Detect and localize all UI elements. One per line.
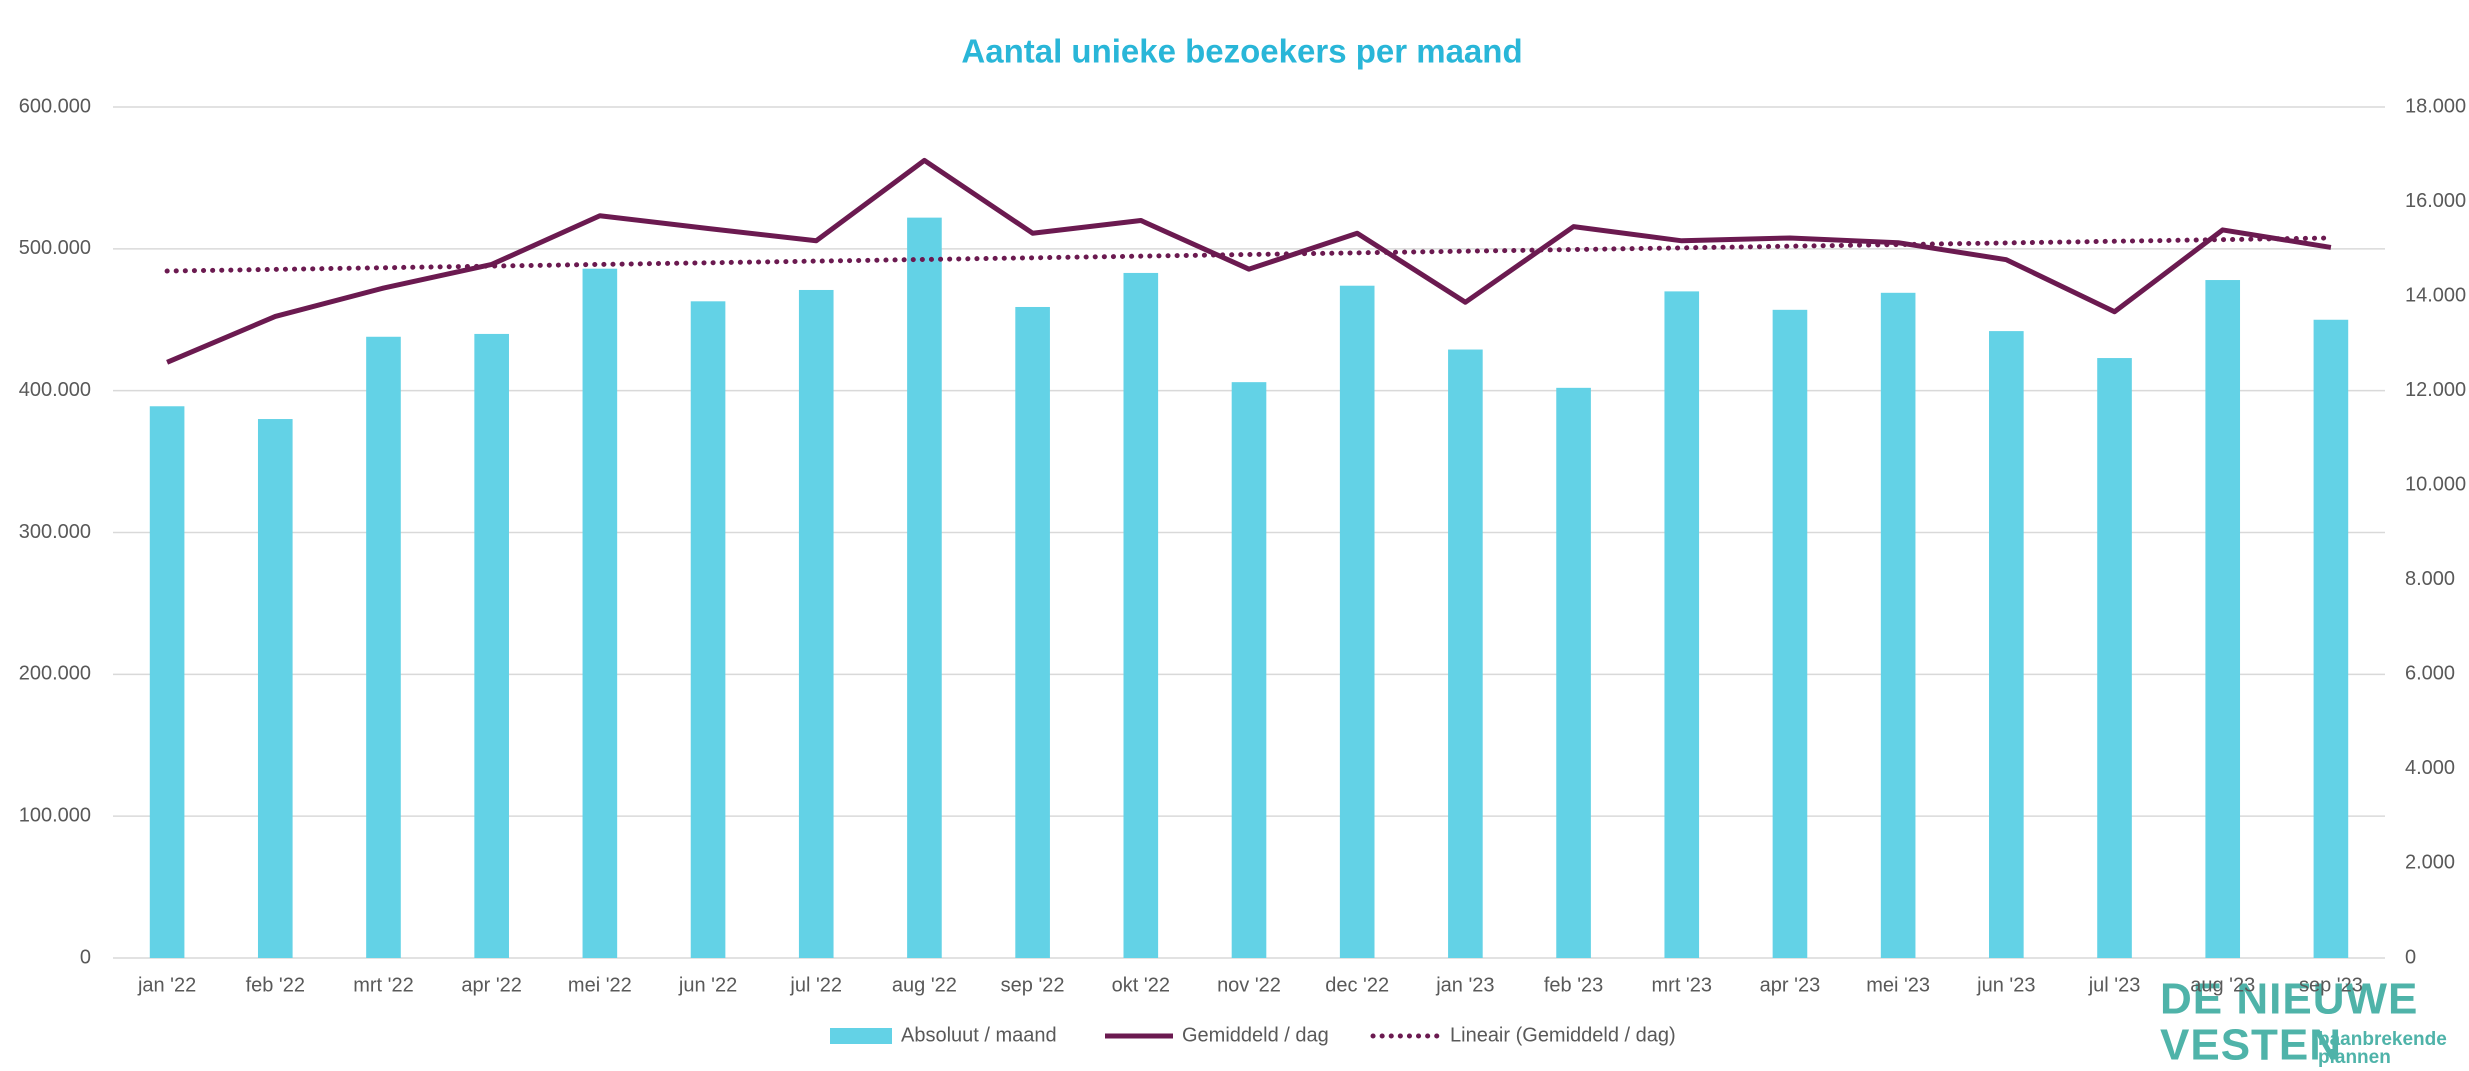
bar	[1556, 387, 1591, 959]
bar	[1664, 291, 1700, 959]
y-tick-label: 200.000	[19, 663, 91, 685]
x-tick-label: jan '23	[1435, 974, 1494, 996]
y-tick-label: 100.000	[19, 804, 91, 826]
trend-line	[164, 235, 2334, 274]
x-tick-label: apr '23	[1760, 974, 1821, 996]
legend-label: Lineair (Gemiddeld / dag)	[1450, 1024, 1676, 1046]
bar	[1123, 272, 1159, 958]
y2-tick-label: 0	[2405, 946, 2416, 968]
x-tick-label: feb '23	[1544, 974, 1603, 996]
y2-tick-label: 14.000	[2405, 284, 2466, 306]
x-tick-label: jun '22	[678, 974, 737, 996]
bar	[1989, 331, 2024, 958]
bar	[2097, 358, 2132, 958]
x-tick-label: jul '23	[2088, 974, 2141, 996]
y2-tick-label: 12.000	[2405, 379, 2466, 401]
x-tick-label: mei '22	[568, 974, 632, 996]
bar	[1880, 292, 1916, 959]
x-tick-label: mrt '23	[1652, 974, 1713, 996]
y2-tick-label: 10.000	[2405, 474, 2466, 496]
chart-title: Aantal unieke bezoekers per maand	[961, 33, 1522, 70]
bar	[2205, 280, 2241, 959]
bar	[1339, 285, 1375, 959]
y2-tick-label: 18.000	[2405, 95, 2466, 117]
x-tick-label: mrt '22	[353, 974, 414, 996]
x-tick-label: dec '22	[1325, 974, 1389, 996]
x-tick-label: sep '22	[1001, 974, 1065, 996]
logo-text: DE NIEUWE	[2160, 975, 2418, 1024]
y2-tick-label: 16.000	[2405, 190, 2466, 212]
bar	[474, 333, 509, 958]
x-tick-label: nov '22	[1217, 974, 1281, 996]
y-tick-label: 0	[80, 946, 91, 968]
x-tick-label: aug '23	[2190, 974, 2255, 996]
bar	[1448, 349, 1483, 958]
bar	[690, 301, 726, 959]
y-tick-label: 400.000	[19, 379, 91, 401]
x-tick-label: feb '22	[246, 974, 305, 996]
x-tick-label: apr '22	[461, 974, 522, 996]
y-tick-label: 600.000	[19, 95, 91, 117]
x-tick-label: aug '22	[892, 974, 957, 996]
x-tick-label: okt '22	[1112, 974, 1170, 996]
x-tick-label: jul '22	[789, 974, 842, 996]
bar	[1772, 309, 1808, 958]
x-tick-label: mei '23	[1866, 974, 1930, 996]
y2-tick-label: 8.000	[2405, 568, 2455, 590]
logo: DE NIEUWE VESTEN baanbrekende plannen	[2160, 975, 2447, 1070]
y-tick-label: 300.000	[19, 521, 91, 543]
y2-tick-label: 4.000	[2405, 757, 2455, 779]
logo-text: VESTEN	[2160, 1021, 2342, 1070]
x-tick-label: jun '23	[1976, 974, 2035, 996]
bar	[366, 336, 401, 958]
x-tick-label: sep '23	[2299, 974, 2363, 996]
legend-swatch	[830, 1028, 892, 1044]
legend-label: Absoluut / maand	[901, 1024, 1057, 1046]
line	[166, 157, 2332, 365]
legend-label: Gemiddeld / dag	[1182, 1024, 1329, 1046]
bar	[1015, 306, 1050, 958]
y2-tick-label: 2.000	[2405, 852, 2455, 874]
bar	[907, 217, 942, 958]
bar	[798, 289, 834, 959]
bar	[1231, 382, 1267, 958]
x-tick-label: jan '22	[137, 974, 196, 996]
y-tick-label: 500.000	[19, 237, 91, 259]
bar	[257, 419, 293, 958]
bar	[582, 268, 618, 958]
y2-tick-label: 6.000	[2405, 663, 2455, 685]
bar	[149, 406, 185, 959]
logo-tagline: baanbrekende	[2318, 1029, 2447, 1050]
bar	[2313, 319, 2349, 958]
logo-tagline: plannen	[2318, 1047, 2391, 1068]
